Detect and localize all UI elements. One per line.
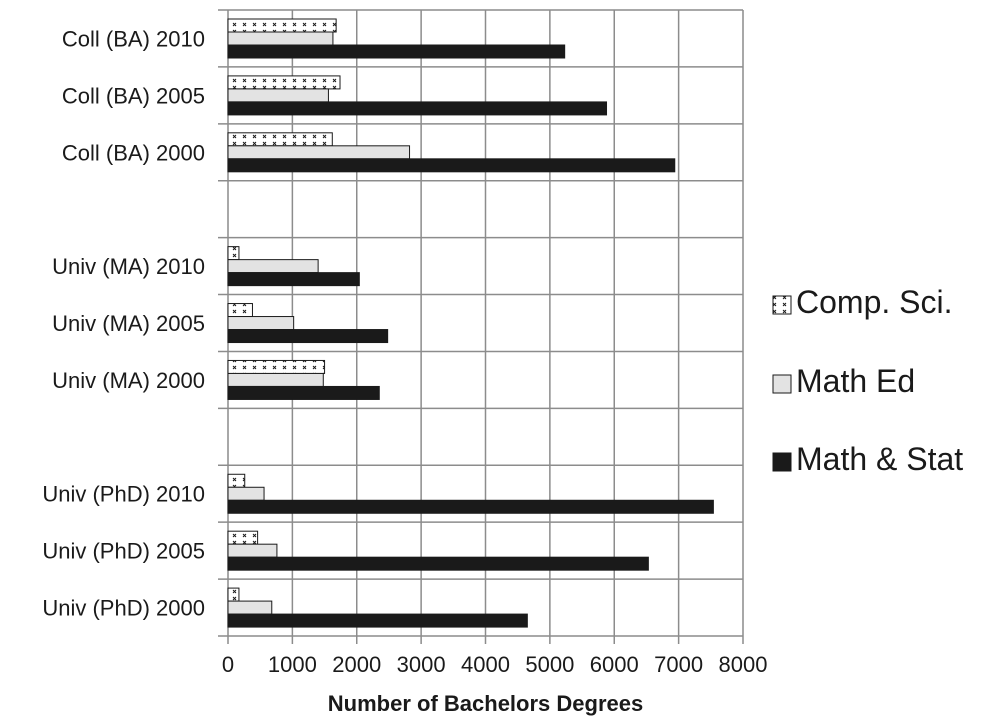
bar-math-stat (227, 385, 380, 400)
bar-math-ed (227, 145, 411, 160)
bars (227, 18, 714, 628)
bar-math-stat (227, 272, 360, 287)
gridlines (218, 9, 744, 644)
bar-math-ed (227, 316, 295, 331)
bar-comp-sci- (227, 18, 337, 33)
bar-math-ed (227, 88, 329, 103)
x-tick-label: 3000 (397, 652, 446, 677)
bar-comp-sci- (227, 246, 240, 261)
x-tick-label: 8000 (719, 652, 768, 677)
bar-comp-sci- (227, 473, 246, 488)
category-label: Univ (MA) 2000 (52, 368, 205, 393)
legend: Comp. Sci. Math Ed Math & Stat (772, 284, 963, 477)
legend-swatch (772, 452, 792, 472)
x-axis-title: Number of Bachelors Degrees (328, 691, 643, 716)
bar-math-stat (227, 44, 566, 59)
bar-math-ed (227, 486, 265, 501)
x-tick-label: 0 (222, 652, 234, 677)
legend-label: Math Ed (796, 363, 915, 399)
legend-label: Comp. Sci. (796, 284, 952, 320)
category-label: Univ (MA) 2005 (52, 311, 205, 336)
bar-math-stat (227, 101, 608, 116)
bar-math-ed (227, 372, 324, 387)
bar-math-ed (227, 600, 273, 615)
category-labels: Coll (BA) 2010 Coll (BA) 2005 Coll (BA) 20… (42, 26, 205, 620)
x-tick-label: 7000 (654, 652, 703, 677)
bar-comp-sci- (227, 530, 259, 545)
bar-comp-sci- (227, 587, 240, 602)
category-label: Coll (BA) 2010 (62, 26, 205, 51)
bar-math-ed (227, 543, 278, 558)
x-tick-label: 4000 (461, 652, 510, 677)
bar-comp-sci- (227, 359, 326, 374)
bar-math-stat (227, 556, 649, 571)
category-label: Univ (PhD) 2005 (42, 539, 205, 564)
bar-comp-sci- (227, 132, 333, 147)
bar-comp-sci- (227, 75, 341, 90)
category-label: Univ (PhD) 2010 (42, 482, 205, 507)
category-label: Univ (PhD) 2000 (42, 596, 205, 621)
category-label: Coll (BA) 2005 (62, 83, 205, 108)
x-tick-label: 1000 (268, 652, 317, 677)
bar-math-stat (227, 499, 714, 514)
bar-math-ed (227, 31, 334, 46)
bar-math-stat (227, 329, 389, 344)
x-tick-label: 6000 (590, 652, 639, 677)
legend-swatch (772, 374, 792, 394)
bar-math-stat (227, 613, 528, 628)
x-axis: 0 1000 2000 3000 4000 5000 6000 7000 8000 (222, 652, 768, 677)
category-label: Univ (MA) 2010 (52, 254, 205, 279)
legend-swatch (772, 295, 792, 315)
x-tick-label: 5000 (525, 652, 574, 677)
legend-label: Math & Stat (796, 441, 963, 477)
x-tick-label: 2000 (332, 652, 381, 677)
bar-math-ed (227, 259, 319, 274)
bar-math-stat (227, 158, 676, 173)
category-label: Coll (BA) 2000 (62, 140, 205, 165)
bar-comp-sci- (227, 303, 253, 318)
